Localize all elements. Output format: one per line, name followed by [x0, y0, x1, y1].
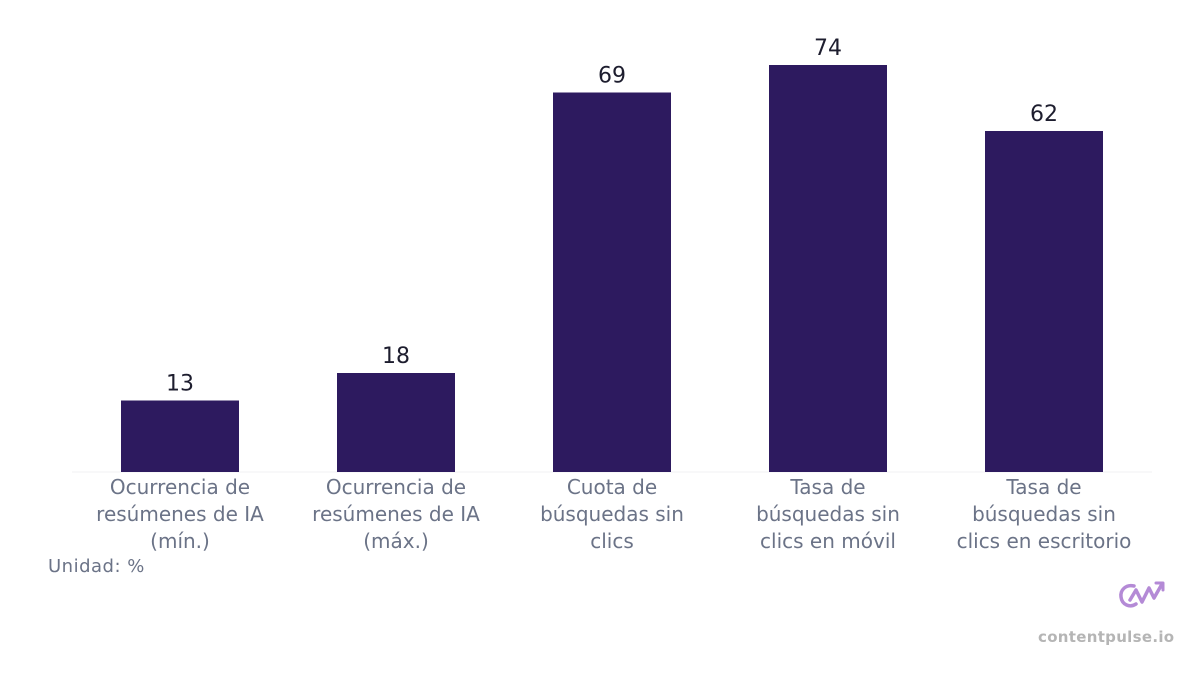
x-tick-label-2: Ocurrencia de resúmenes de IA (máx.)	[312, 475, 480, 553]
brand-name: contentpulse.io	[1038, 628, 1175, 646]
x-tick-label-5: Tasa de búsquedas sin clics en escritorio	[957, 475, 1132, 553]
data-label-4: 74	[814, 36, 842, 61]
unit-label: Unidad: %	[48, 556, 145, 577]
bar-3	[553, 92, 671, 472]
x-tick-label-1: Ocurrencia de resúmenes de IA (mín.)	[96, 475, 264, 553]
x-tick-label-4: Tasa de búsquedas sin clics en móvil	[756, 475, 900, 553]
data-labels: 13 18 69 74 62	[166, 36, 1058, 397]
data-label-1: 13	[166, 372, 194, 397]
data-label-3: 69	[598, 64, 626, 89]
x-tick-labels: Ocurrencia de resúmenes de IA (mín.) Ocurre…	[96, 475, 1131, 553]
bar-4	[769, 65, 887, 472]
bar-5	[985, 131, 1103, 472]
data-label-2: 18	[382, 344, 410, 369]
data-label-5: 62	[1030, 102, 1058, 127]
bar-series	[121, 65, 1103, 472]
bar-2	[337, 373, 455, 472]
brand-logo-icon	[1119, 581, 1165, 608]
x-tick-label-3: Cuota de búsquedas sin clics	[540, 475, 684, 553]
bar-1	[121, 400, 239, 472]
